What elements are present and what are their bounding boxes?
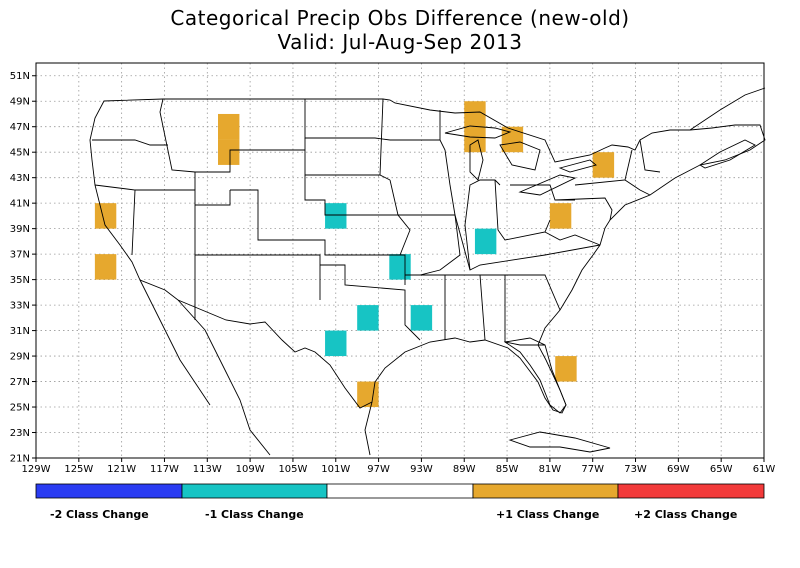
us-state-outlines bbox=[89, 87, 766, 456]
legend-swatch-minus2 bbox=[35, 483, 183, 499]
minus1-cell bbox=[325, 330, 347, 357]
longitude-tick-label: 97W bbox=[367, 464, 390, 475]
longitude-tick-label: 93W bbox=[410, 464, 433, 475]
cuba bbox=[508, 431, 611, 453]
longitude-tick-label: 125W bbox=[64, 464, 93, 475]
longitude-tick-label: 101W bbox=[321, 464, 350, 475]
legend-label-plus2: +2 Class Change bbox=[634, 508, 738, 521]
latitude-tick-label: 23N bbox=[10, 428, 30, 439]
latitude-tick-label: 45N bbox=[10, 148, 30, 159]
longitude-tick-label: 121W bbox=[107, 464, 136, 475]
longitude-tick-label: 109W bbox=[236, 464, 265, 475]
latitude-tick-label: 27N bbox=[10, 377, 30, 388]
gulf-mexico-coast bbox=[364, 401, 373, 456]
latitude-tick-label: 31N bbox=[10, 326, 30, 337]
legend-label-plus1: +1 Class Change bbox=[496, 508, 600, 521]
latitude-tick-label: 21N bbox=[10, 454, 30, 465]
minus1-cell bbox=[325, 203, 347, 229]
lake-huron bbox=[499, 141, 541, 171]
latitude-tick-labels: 21N 23N 25N 27N 29N 31N 33N 35N 37N 39N 41N 43N 45N 4… bbox=[10, 71, 36, 465]
latitude-tick-label: 33N bbox=[10, 301, 30, 312]
nova-scotia bbox=[699, 139, 756, 169]
plus1-cell bbox=[218, 139, 240, 165]
legend-color-bar bbox=[35, 483, 765, 499]
us-national-border bbox=[89, 98, 766, 414]
plus1-cell bbox=[549, 203, 572, 229]
minus1-cell bbox=[357, 305, 379, 331]
longitude-tick-label: 113W bbox=[193, 464, 222, 475]
longitude-tick-label: 73W bbox=[624, 464, 647, 475]
plus1-cell bbox=[218, 113, 240, 140]
longitude-tick-label: 117W bbox=[150, 464, 179, 475]
longitude-tick-label: 105W bbox=[278, 464, 307, 475]
legend-label-minus1: -1 Class Change bbox=[205, 508, 304, 521]
plus1-cell bbox=[94, 254, 117, 280]
florida bbox=[503, 337, 567, 414]
legend-swatch-plus1 bbox=[472, 483, 619, 499]
lake-michigan bbox=[469, 139, 484, 181]
latitude-tick-label: 41N bbox=[10, 199, 30, 210]
minus1-cell bbox=[474, 228, 497, 255]
longitude-tick-label: 61W bbox=[753, 464, 776, 475]
legend-swatch-plus2 bbox=[617, 483, 765, 499]
longitude-tick-label: 81W bbox=[539, 464, 562, 475]
minus1-cell bbox=[389, 254, 411, 280]
lake-superior bbox=[444, 125, 512, 139]
plus1-cell bbox=[592, 152, 615, 178]
plus1-cell bbox=[357, 381, 379, 408]
latitude-tick-label: 39N bbox=[10, 224, 30, 235]
difference-cells bbox=[94, 101, 615, 408]
legend-swatch-zero bbox=[326, 483, 474, 499]
map-title: Categorical Precip Obs Difference (new-o… bbox=[170, 6, 630, 30]
latitude-tick-label: 49N bbox=[10, 97, 30, 108]
latitude-tick-label: 35N bbox=[10, 275, 30, 286]
legend-swatch-minus1 bbox=[181, 483, 328, 499]
longitude-tick-label: 129W bbox=[22, 464, 51, 475]
plus1-cell bbox=[464, 126, 486, 153]
latitude-tick-label: 51N bbox=[10, 71, 30, 82]
longitude-tick-label: 65W bbox=[710, 464, 733, 475]
longitude-tick-label: 77W bbox=[581, 464, 604, 475]
baja-coast bbox=[139, 279, 211, 406]
mexico-coast bbox=[177, 299, 271, 456]
longitude-tick-labels: 129W 125W 121W 117W 113W 109W 105W 101W 97W 93W 89… bbox=[22, 458, 776, 475]
latitude-tick-label: 43N bbox=[10, 173, 30, 184]
map-frame bbox=[35, 62, 765, 459]
lake-ontario bbox=[558, 159, 597, 173]
longitude-tick-label: 85W bbox=[496, 464, 519, 475]
latitude-tick-label: 29N bbox=[10, 352, 30, 363]
plus1-cell bbox=[464, 101, 486, 127]
latitude-tick-label: 25N bbox=[10, 403, 30, 414]
longitude-tick-label: 89W bbox=[453, 464, 476, 475]
latitude-tick-label: 47N bbox=[10, 122, 30, 133]
latitude-tick-label: 37N bbox=[10, 250, 30, 261]
canada-coast bbox=[689, 87, 766, 131]
lake-erie bbox=[518, 174, 577, 196]
map-subtitle: Valid: Jul-Aug-Sep 2013 bbox=[277, 30, 523, 54]
plus1-cell bbox=[555, 356, 577, 382]
plus1-cell bbox=[94, 203, 117, 229]
longitude-tick-label: 69W bbox=[667, 464, 690, 475]
minus1-cell bbox=[410, 305, 433, 331]
legend-label-minus2: -2 Class Change bbox=[50, 508, 149, 521]
